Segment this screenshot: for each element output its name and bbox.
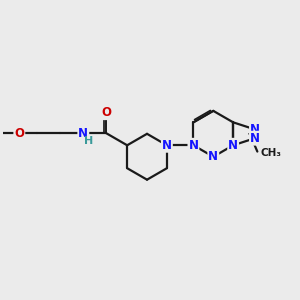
Text: O: O: [14, 127, 24, 140]
Text: H: H: [84, 136, 93, 146]
Text: N: N: [228, 139, 238, 152]
Text: CH₃: CH₃: [261, 148, 282, 158]
Text: N: N: [162, 139, 172, 152]
Text: N: N: [188, 139, 198, 152]
Text: O: O: [101, 106, 111, 119]
Text: N: N: [78, 127, 88, 140]
Text: N: N: [250, 123, 260, 136]
Text: N: N: [208, 150, 218, 163]
Text: N: N: [250, 132, 260, 145]
